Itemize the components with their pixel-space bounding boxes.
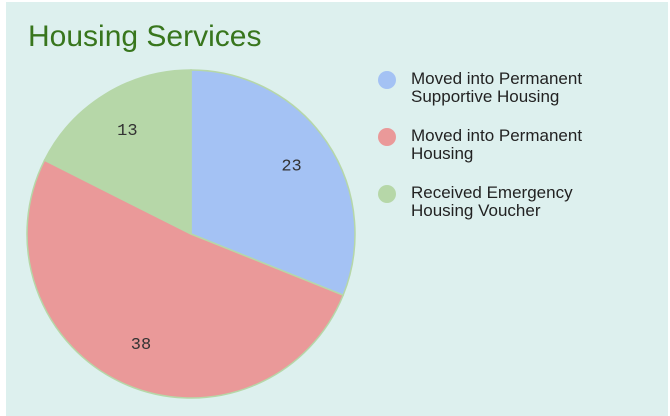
legend-item: Moved into Permanent Housing [378,127,619,163]
pie-slice [26,159,345,399]
chart-title: Housing Services [28,20,262,53]
data-label: 38 [131,336,151,355]
legend-label: Received Emergency Housing Voucher [411,183,573,220]
legend-label: Moved into Permanent Housing [411,126,583,163]
legend-item: Received Emergency Housing Voucher [378,184,619,220]
legend-marker [378,128,396,146]
data-label: 13 [117,122,137,141]
pie-slice [190,69,356,297]
legend-label: Moved into Permanent Supportive Housing [411,69,583,106]
legend-marker [378,185,396,203]
legend-marker [378,71,396,89]
legend-item: Moved into Permanent Supportive Housing [378,70,619,106]
data-label: 23 [281,158,301,177]
pie-slice [43,69,192,236]
